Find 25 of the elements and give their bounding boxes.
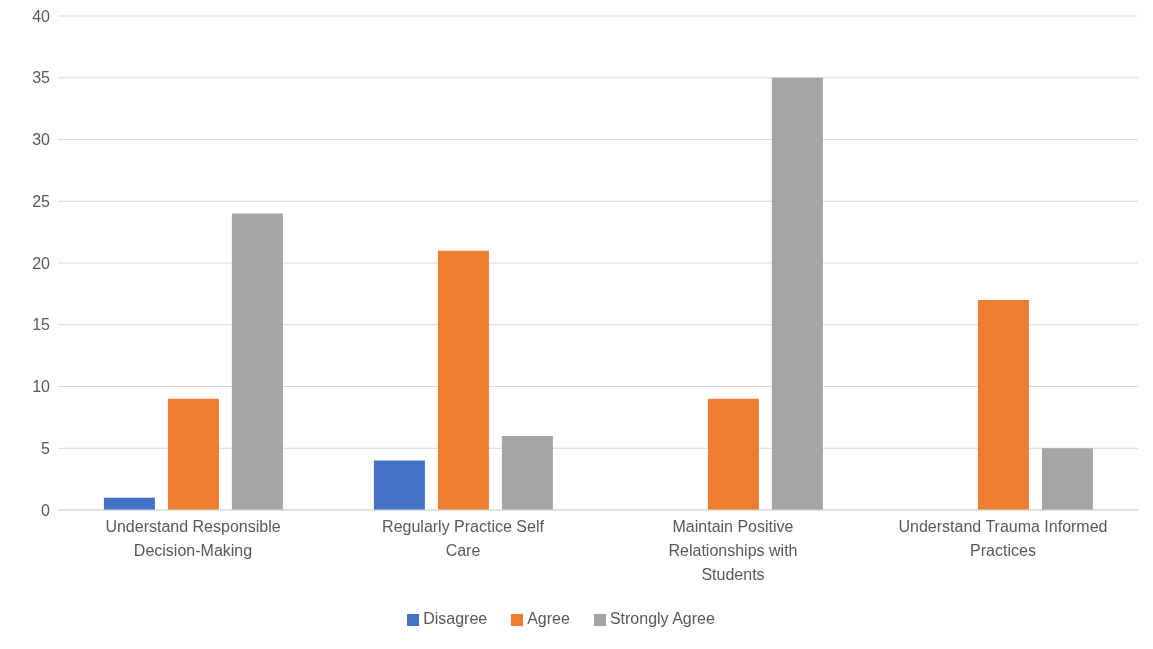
x-tick-label: Understand Trauma Informed Practices <box>898 518 1108 559</box>
y-tick-label: 20 <box>32 254 51 272</box>
bar <box>707 398 759 510</box>
bar <box>231 213 283 510</box>
bar <box>771 77 823 510</box>
x-tick-label: Maintain Positive Relationships with Students <box>668 518 798 583</box>
legend-label: Disagree <box>423 610 488 627</box>
y-tick-label: 40 <box>32 7 51 25</box>
legend-label: Strongly Agree <box>609 610 715 627</box>
y-tick-label: 0 <box>41 501 51 519</box>
bar <box>501 435 553 510</box>
bar <box>437 250 489 510</box>
y-tick-label: 10 <box>32 378 51 396</box>
bar <box>1041 448 1093 510</box>
bar <box>167 398 219 510</box>
y-tick-label: 15 <box>32 316 51 334</box>
x-tick-label: Understand Responsible Decision-Making <box>105 518 281 559</box>
y-tick-label: 5 <box>41 439 51 457</box>
bar <box>977 300 1029 510</box>
y-tick-label: 25 <box>32 192 51 210</box>
x-tick-label: Regularly Practice Self Care <box>382 518 545 559</box>
legend-label: Agree <box>527 610 570 627</box>
bar <box>373 460 425 510</box>
y-tick-label: 30 <box>32 131 51 149</box>
y-tick-label: 35 <box>32 69 51 87</box>
